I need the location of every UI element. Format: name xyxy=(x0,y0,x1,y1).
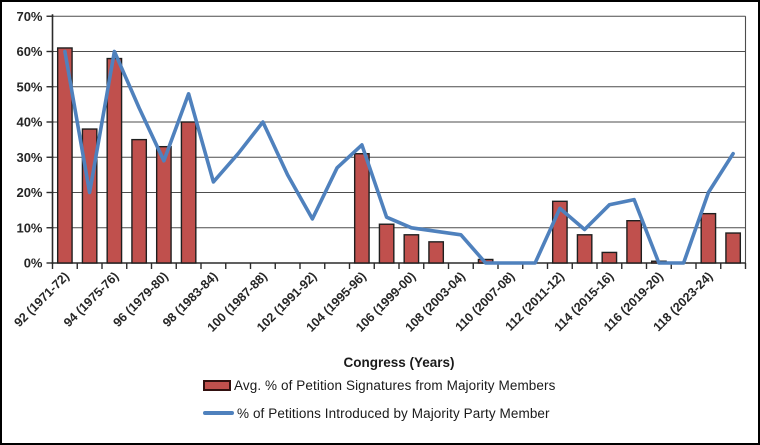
legend: Avg. % of Petition Signatures from Major… xyxy=(203,374,555,430)
legend-item-bar-series: Avg. % of Petition Signatures from Major… xyxy=(203,374,555,396)
bar-congress-114 xyxy=(601,251,618,264)
bar-congress-97 xyxy=(180,121,197,264)
y-tick-label: 70% xyxy=(16,9,42,24)
bar-congress-119 xyxy=(725,232,742,264)
y-tick-label: 60% xyxy=(16,44,42,59)
line-series-swatch xyxy=(203,410,234,416)
y-tick-label: 40% xyxy=(16,115,42,130)
bar-series-swatch xyxy=(203,379,231,391)
bar-congress-106 xyxy=(403,234,420,264)
bar-congress-95 xyxy=(131,138,148,264)
bar-congress-105 xyxy=(378,223,395,264)
y-tick-label: 10% xyxy=(16,220,42,235)
bar-congress-96 xyxy=(155,145,172,264)
bar-congress-93 xyxy=(81,128,98,264)
bar-congress-118 xyxy=(700,212,717,264)
y-tick-label: 0% xyxy=(24,256,43,271)
bar-congress-104 xyxy=(353,153,370,264)
bar-congress-92 xyxy=(56,47,73,264)
legend-label-bar-series: Avg. % of Petition Signatures from Major… xyxy=(234,377,556,393)
y-tick-label: 50% xyxy=(16,79,42,94)
bar-congress-113 xyxy=(576,234,593,264)
trend-line xyxy=(63,49,735,265)
bar-congress-107 xyxy=(428,241,445,264)
y-tick-label: 30% xyxy=(16,150,42,165)
y-tick-label: 20% xyxy=(16,185,42,200)
legend-item-line-series: % of Petitions Introduced by Majority Pa… xyxy=(203,402,555,424)
legend-label-line-series: % of Petitions Introduced by Majority Pa… xyxy=(237,405,550,421)
x-axis-title: Congress (Years) xyxy=(343,355,454,370)
bar-congress-115 xyxy=(626,219,643,264)
